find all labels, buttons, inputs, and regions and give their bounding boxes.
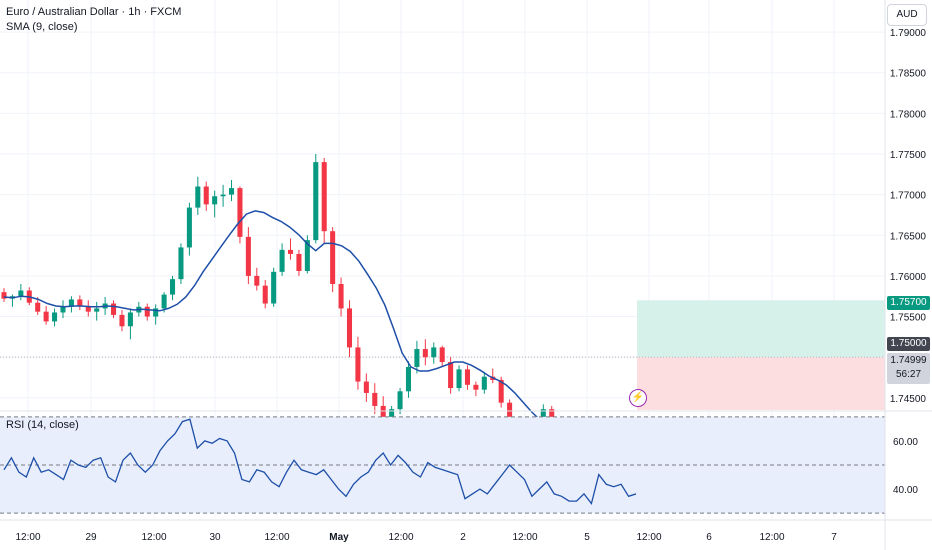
candle-body — [355, 347, 361, 382]
x-tick-label: May — [329, 532, 349, 543]
candle-body — [414, 349, 420, 367]
candle-body — [431, 347, 437, 358]
y-tick-label: 1.78500 — [890, 69, 927, 80]
candle-body — [380, 405, 386, 424]
y-tick-label: 1.77500 — [890, 150, 927, 161]
rsi-legend[interactable]: RSI (14, close) — [6, 419, 79, 431]
x-tick-label: 12:00 — [388, 532, 413, 543]
candle-body — [271, 271, 277, 304]
candle-body — [389, 409, 395, 424]
x-tick-label: 5 — [584, 532, 590, 543]
y-tick-label: 1.74500 — [890, 394, 927, 405]
candle-body — [549, 409, 555, 424]
profit-zone — [637, 300, 885, 358]
x-tick-label: 29 — [85, 532, 97, 543]
candle-body — [127, 312, 133, 327]
candle-body — [68, 299, 74, 307]
candle-body — [195, 186, 201, 208]
candle-body — [144, 306, 150, 317]
candle-body — [346, 308, 353, 348]
y-tick-label: 1.76000 — [890, 272, 927, 283]
y-tick-label: 1.78000 — [890, 109, 927, 120]
entry-price-tag: 1.75000 — [887, 337, 930, 351]
x-tick-label: 12:00 — [141, 532, 166, 543]
candle-body — [422, 349, 428, 358]
x-tick-label: 12:00 — [759, 532, 784, 543]
currency-button[interactable]: AUD — [887, 4, 927, 26]
rsi-panel[interactable] — [0, 416, 885, 514]
candle-body — [18, 290, 24, 297]
x-tick-label: 12:00 — [636, 532, 661, 543]
candle-body — [279, 249, 285, 272]
candle-body — [448, 362, 454, 389]
y-tick-label: 1.75500 — [890, 313, 927, 324]
rsi-line — [3, 418, 637, 505]
lightning-alert-icon[interactable]: ⚡ — [629, 389, 647, 407]
candle-body — [330, 231, 336, 285]
candle-body — [1, 292, 7, 299]
candle-body — [287, 249, 294, 254]
candle-body — [245, 236, 251, 276]
candle-body — [203, 186, 209, 205]
sma-legend[interactable]: SMA (9, close) — [6, 21, 78, 33]
candle-body — [254, 275, 260, 286]
candle-body — [481, 376, 487, 390]
candle-body — [212, 196, 218, 205]
candle-body — [170, 279, 176, 295]
candle-body — [119, 314, 125, 327]
candle-body — [456, 369, 462, 389]
candle-body — [338, 284, 344, 309]
candle-body — [237, 188, 243, 237]
candle-body — [43, 311, 49, 322]
candle-body — [153, 308, 159, 317]
y-tick-label: 1.79000 — [890, 28, 927, 39]
candle-body — [111, 303, 117, 315]
candle-body — [178, 247, 184, 280]
candle-body — [397, 391, 403, 410]
candle-body — [313, 162, 319, 241]
candle-body — [296, 253, 302, 272]
y-tick-label: 1.76500 — [890, 231, 927, 242]
last-price-tag: 1.74999 56:27 — [887, 353, 930, 384]
candle-body — [372, 392, 378, 406]
symbol-title[interactable]: Euro / Australian Dollar · 1h · FXCM — [6, 6, 182, 18]
bar-countdown: 56:27 — [895, 369, 922, 380]
candle-body — [85, 305, 91, 312]
target-price-tag: 1.75700 — [887, 296, 930, 310]
candle-body — [52, 312, 58, 322]
candle-body — [186, 207, 192, 248]
y-tick-label: 1.77000 — [890, 191, 927, 202]
x-tick-label: 12:00 — [512, 532, 537, 543]
candle-body — [405, 366, 412, 392]
x-tick-label: 30 — [209, 532, 221, 543]
x-tick-label: 2 — [460, 532, 466, 543]
candle-body — [473, 384, 479, 390]
candle-body — [439, 347, 445, 363]
candle-body — [161, 294, 167, 309]
candle-body — [35, 302, 41, 312]
stop-zone — [637, 357, 885, 410]
position-zones[interactable] — [0, 300, 885, 410]
candle-body — [498, 379, 504, 403]
candle-body — [304, 240, 310, 272]
candle-body — [94, 308, 100, 312]
x-tick-label: 7 — [831, 532, 837, 543]
candle-body — [363, 381, 369, 393]
rsi-tick-label: 40.00 — [893, 485, 918, 496]
rsi-tick-label: 60.00 — [893, 437, 918, 448]
x-tick-label: 6 — [706, 532, 712, 543]
candle-body — [262, 285, 268, 304]
x-tick-label: 12:00 — [15, 532, 40, 543]
candle-body — [220, 194, 226, 197]
candle-body — [464, 369, 470, 385]
x-tick-label: 12:00 — [264, 532, 289, 543]
last-price-value: 1.74999 — [890, 355, 927, 366]
candle-body — [228, 188, 235, 195]
candle-body — [321, 162, 327, 232]
candle-body — [77, 299, 83, 306]
candle-body — [60, 306, 66, 313]
